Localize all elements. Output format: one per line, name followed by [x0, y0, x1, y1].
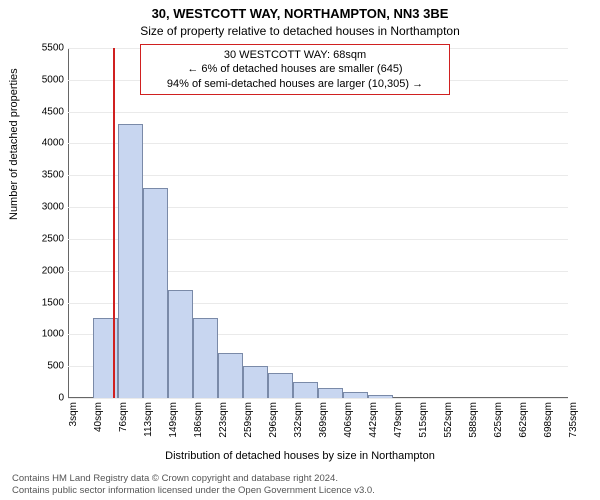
x-tick-label: 515sqm [418, 402, 429, 438]
histogram-bar [368, 395, 393, 398]
annotation-box: 30 WESTCOTT WAY: 68sqm ← 6% of detached … [140, 44, 450, 95]
x-tick-label: 406sqm [343, 402, 354, 438]
plot-area: 0500100015002000250030003500400045005000… [68, 48, 568, 398]
y-tick-label: 1500 [42, 297, 64, 308]
x-tick-label: 552sqm [443, 402, 454, 438]
x-tick-label: 662sqm [518, 402, 529, 438]
x-tick-label: 588sqm [468, 402, 479, 438]
x-tick-label: 735sqm [568, 402, 579, 438]
histogram-bar [268, 373, 293, 398]
x-tick-label: 149sqm [168, 402, 179, 438]
histogram-bar [218, 353, 243, 398]
histogram-bar [143, 188, 168, 398]
x-tick-label: 369sqm [318, 402, 329, 438]
footer-line2: Contains public sector information licen… [12, 485, 375, 496]
gridline [68, 175, 568, 176]
chart-subtitle: Size of property relative to detached ho… [0, 22, 600, 38]
gridline [68, 143, 568, 144]
x-tick-label: 296sqm [268, 402, 279, 438]
y-tick-label: 3000 [42, 202, 64, 213]
gridline [68, 398, 568, 399]
x-tick-label: 698sqm [543, 402, 554, 438]
x-tick-label: 40sqm [93, 402, 104, 432]
y-tick-label: 1000 [42, 329, 64, 340]
y-tick-label: 4500 [42, 106, 64, 117]
x-tick-label: 186sqm [193, 402, 204, 438]
x-axis-label: Distribution of detached houses by size … [0, 450, 600, 462]
annotation-line3: 94% of semi-detached houses are larger (… [147, 77, 443, 91]
y-tick-label: 0 [58, 393, 64, 404]
chart-title: 30, WESTCOTT WAY, NORTHAMPTON, NN3 3BE [0, 0, 600, 22]
footer-line1: Contains HM Land Registry data © Crown c… [12, 473, 375, 484]
y-tick-label: 2500 [42, 233, 64, 244]
y-tick-label: 5000 [42, 74, 64, 85]
property-marker-line [113, 48, 115, 398]
x-tick-label: 442sqm [368, 402, 379, 438]
x-tick-label: 113sqm [143, 402, 154, 437]
x-tick-label: 3sqm [68, 402, 79, 426]
gridline [68, 112, 568, 113]
chart-container: 30, WESTCOTT WAY, NORTHAMPTON, NN3 3BE S… [0, 0, 600, 500]
y-tick-label: 3500 [42, 170, 64, 181]
footer-attribution: Contains HM Land Registry data © Crown c… [12, 473, 375, 496]
histogram-bar [168, 290, 193, 398]
x-tick-label: 259sqm [243, 402, 254, 438]
x-tick-label: 625sqm [493, 402, 504, 438]
histogram-bar [193, 318, 218, 398]
y-axis-label: Number of detached properties [8, 68, 20, 220]
histogram-bar [318, 388, 343, 398]
annotation-line2: ← 6% of detached houses are smaller (645… [147, 62, 443, 76]
histogram-bar [293, 382, 318, 398]
histogram-bar [118, 124, 143, 398]
x-tick-label: 76sqm [118, 402, 129, 432]
histogram-bar [243, 366, 268, 398]
y-tick-label: 4000 [42, 138, 64, 149]
y-tick-label: 5500 [42, 43, 64, 54]
histogram-bar [343, 392, 368, 398]
y-tick-label: 500 [47, 361, 64, 372]
y-tick-label: 2000 [42, 265, 64, 276]
x-tick-label: 223sqm [218, 402, 229, 438]
annotation-line1: 30 WESTCOTT WAY: 68sqm [147, 48, 443, 62]
x-tick-label: 332sqm [293, 402, 304, 438]
x-tick-label: 479sqm [393, 402, 404, 438]
y-axis-line [68, 48, 69, 398]
